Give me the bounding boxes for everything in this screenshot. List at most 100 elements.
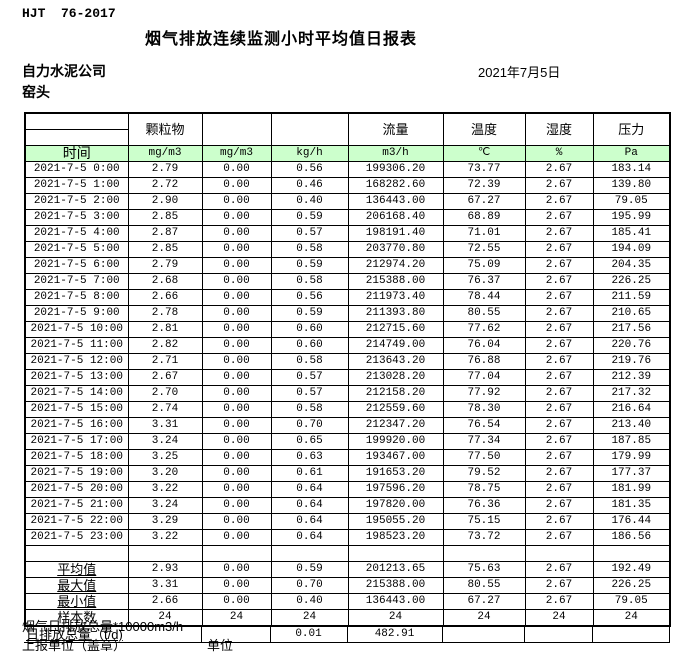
daily-total-particulate: 0.01 xyxy=(269,627,348,643)
value-cell: 0.59 xyxy=(270,561,349,578)
time-cell: 2021-7-5 20:00 xyxy=(24,481,129,498)
header-empty-2 xyxy=(270,112,349,146)
value-cell: 2.67 xyxy=(524,561,594,578)
value-cell: 187.85 xyxy=(592,433,671,450)
time-cell: 2021-7-5 9:00 xyxy=(24,305,129,322)
value-cell: 0.60 xyxy=(270,321,349,338)
value-cell: 0.00 xyxy=(201,209,272,226)
table-row: 2021-7-5 16:00 3.31 0.00 0.70 212347.20 76.54… xyxy=(24,417,671,434)
value-cell: 2.67 xyxy=(524,321,594,338)
daily-total-row: 日排放总量（t/d) 0.01 482.91 xyxy=(24,627,670,643)
value-cell: 2.67 xyxy=(524,513,594,530)
unit-header-cell: mg/m3 xyxy=(201,145,272,162)
value-cell: 168282.60 xyxy=(347,177,444,194)
value-cell: 2.67 xyxy=(524,305,594,322)
monitoring-table: 颗粒物 流量 温度 湿度 压力 时间 mg/m3 mg/m3 kg/h m3/h… xyxy=(24,112,671,643)
value-cell: 139.80 xyxy=(592,177,671,194)
empty-cell xyxy=(24,545,129,562)
time-cell: 2021-7-5 8:00 xyxy=(24,289,129,306)
value-cell: 0.00 xyxy=(201,161,272,178)
time-cell: 2021-7-5 21:00 xyxy=(24,497,129,514)
table-row: 2021-7-5 14:00 2.70 0.00 0.57 212158.20 77.92… xyxy=(24,385,671,402)
value-cell: 2.71 xyxy=(127,353,203,370)
value-cell: 183.14 xyxy=(592,161,671,178)
header-empty-1 xyxy=(201,112,272,146)
unit-header-cell: Pa xyxy=(592,145,671,162)
value-cell: 199920.00 xyxy=(347,433,444,450)
daily-total-table: 日排放总量（t/d) 0.01 482.91 xyxy=(24,627,670,643)
value-cell: 0.00 xyxy=(201,273,272,290)
standard-code: HJT 76-2017 xyxy=(22,6,116,21)
value-cell: 2.67 xyxy=(524,481,594,498)
table-row: 2021-7-5 7:00 2.68 0.00 0.58 215388.00 76.37 2… xyxy=(24,273,671,290)
table-row: 2021-7-5 23:00 3.22 0.00 0.64 198523.20 73.72… xyxy=(24,529,671,546)
value-cell: 0.59 xyxy=(270,209,349,226)
summary-label: 最大值 xyxy=(24,577,129,594)
time-cell: 2021-7-5 0:00 xyxy=(24,161,129,178)
value-cell: 2.87 xyxy=(127,225,203,242)
value-cell: 136443.00 xyxy=(347,593,444,610)
main-table: 颗粒物 流量 温度 湿度 压力 时间 mg/m3 mg/m3 kg/h m3/h… xyxy=(24,112,671,627)
value-cell: 75.09 xyxy=(442,257,526,274)
time-cell: 2021-7-5 22:00 xyxy=(24,513,129,530)
unit-header-cell: ℃ xyxy=(442,145,526,162)
monitoring-point: 窑头 xyxy=(22,84,50,100)
value-cell: 0.40 xyxy=(270,593,349,610)
value-cell: 24 xyxy=(524,609,594,627)
value-cell: 215388.00 xyxy=(347,577,444,594)
table-row: 2021-7-5 6:00 2.79 0.00 0.59 212974.20 75.09 2… xyxy=(24,257,671,274)
table-row: 2021-7-5 0:00 2.79 0.00 0.56 199306.20 73.77 2… xyxy=(24,161,671,178)
time-cell: 2021-7-5 15:00 xyxy=(24,401,129,418)
value-cell: 216.64 xyxy=(592,401,671,418)
report-title: 烟气排放连续监测小时平均值日报表 xyxy=(145,31,418,48)
value-cell: 212559.60 xyxy=(347,401,444,418)
time-cell: 2021-7-5 6:00 xyxy=(24,257,129,274)
value-cell: 0.60 xyxy=(270,337,349,354)
value-cell: 219.76 xyxy=(592,353,671,370)
summary-row: 样本数 24 24 24 24 24 24 24 xyxy=(24,609,671,627)
value-cell: 2.85 xyxy=(127,209,203,226)
daily-total-label: 日排放总量（t/d) xyxy=(24,627,202,643)
value-cell: 3.31 xyxy=(127,577,203,594)
value-cell: 0.00 xyxy=(201,593,272,610)
empty-cell xyxy=(347,545,444,562)
company-name: 自力水泥公司 xyxy=(22,63,106,79)
value-cell: 2.67 xyxy=(524,337,594,354)
value-cell: 197596.20 xyxy=(347,481,444,498)
empty-cell xyxy=(442,545,526,562)
value-cell: 0.00 xyxy=(201,305,272,322)
value-cell: 213643.20 xyxy=(347,353,444,370)
value-cell: 215388.00 xyxy=(347,273,444,290)
value-cell: 0.00 xyxy=(201,193,272,210)
value-cell: 185.41 xyxy=(592,225,671,242)
value-cell: 3.29 xyxy=(127,513,203,530)
value-cell: 2.70 xyxy=(127,385,203,402)
spacer-row xyxy=(24,545,671,562)
value-cell: 198523.20 xyxy=(347,529,444,546)
time-cell: 2021-7-5 19:00 xyxy=(24,465,129,482)
time-cell: 2021-7-5 23:00 xyxy=(24,529,129,546)
table-row: 2021-7-5 10:00 2.81 0.00 0.60 212715.60 77.62… xyxy=(24,321,671,338)
empty-cell xyxy=(127,545,203,562)
value-cell: 0.58 xyxy=(270,241,349,258)
value-cell: 79.05 xyxy=(592,593,671,610)
value-cell: 194.09 xyxy=(592,241,671,258)
value-cell: 24 xyxy=(442,609,526,627)
table-row: 2021-7-5 2:00 2.90 0.00 0.40 136443.00 67.27 2… xyxy=(24,193,671,210)
value-cell: 0.64 xyxy=(270,497,349,514)
time-cell: 2021-7-5 3:00 xyxy=(24,209,129,226)
value-cell: 214749.00 xyxy=(347,337,444,354)
value-cell: 212347.20 xyxy=(347,417,444,434)
value-cell: 2.67 xyxy=(524,241,594,258)
value-cell: 0.00 xyxy=(201,465,272,482)
value-cell: 204.35 xyxy=(592,257,671,274)
summary-row: 平均值 2.93 0.00 0.59 201213.65 75.63 2.67 192.49 xyxy=(24,561,671,578)
value-cell: 0.57 xyxy=(270,225,349,242)
value-cell: 2.74 xyxy=(127,401,203,418)
value-cell: 0.58 xyxy=(270,353,349,370)
table-row: 2021-7-5 5:00 2.85 0.00 0.58 203770.80 72.55 2… xyxy=(24,241,671,258)
value-cell: 78.44 xyxy=(442,289,526,306)
value-cell: 3.22 xyxy=(127,481,203,498)
value-cell: 136443.00 xyxy=(347,193,444,210)
unit-header-cell: kg/h xyxy=(270,145,349,162)
